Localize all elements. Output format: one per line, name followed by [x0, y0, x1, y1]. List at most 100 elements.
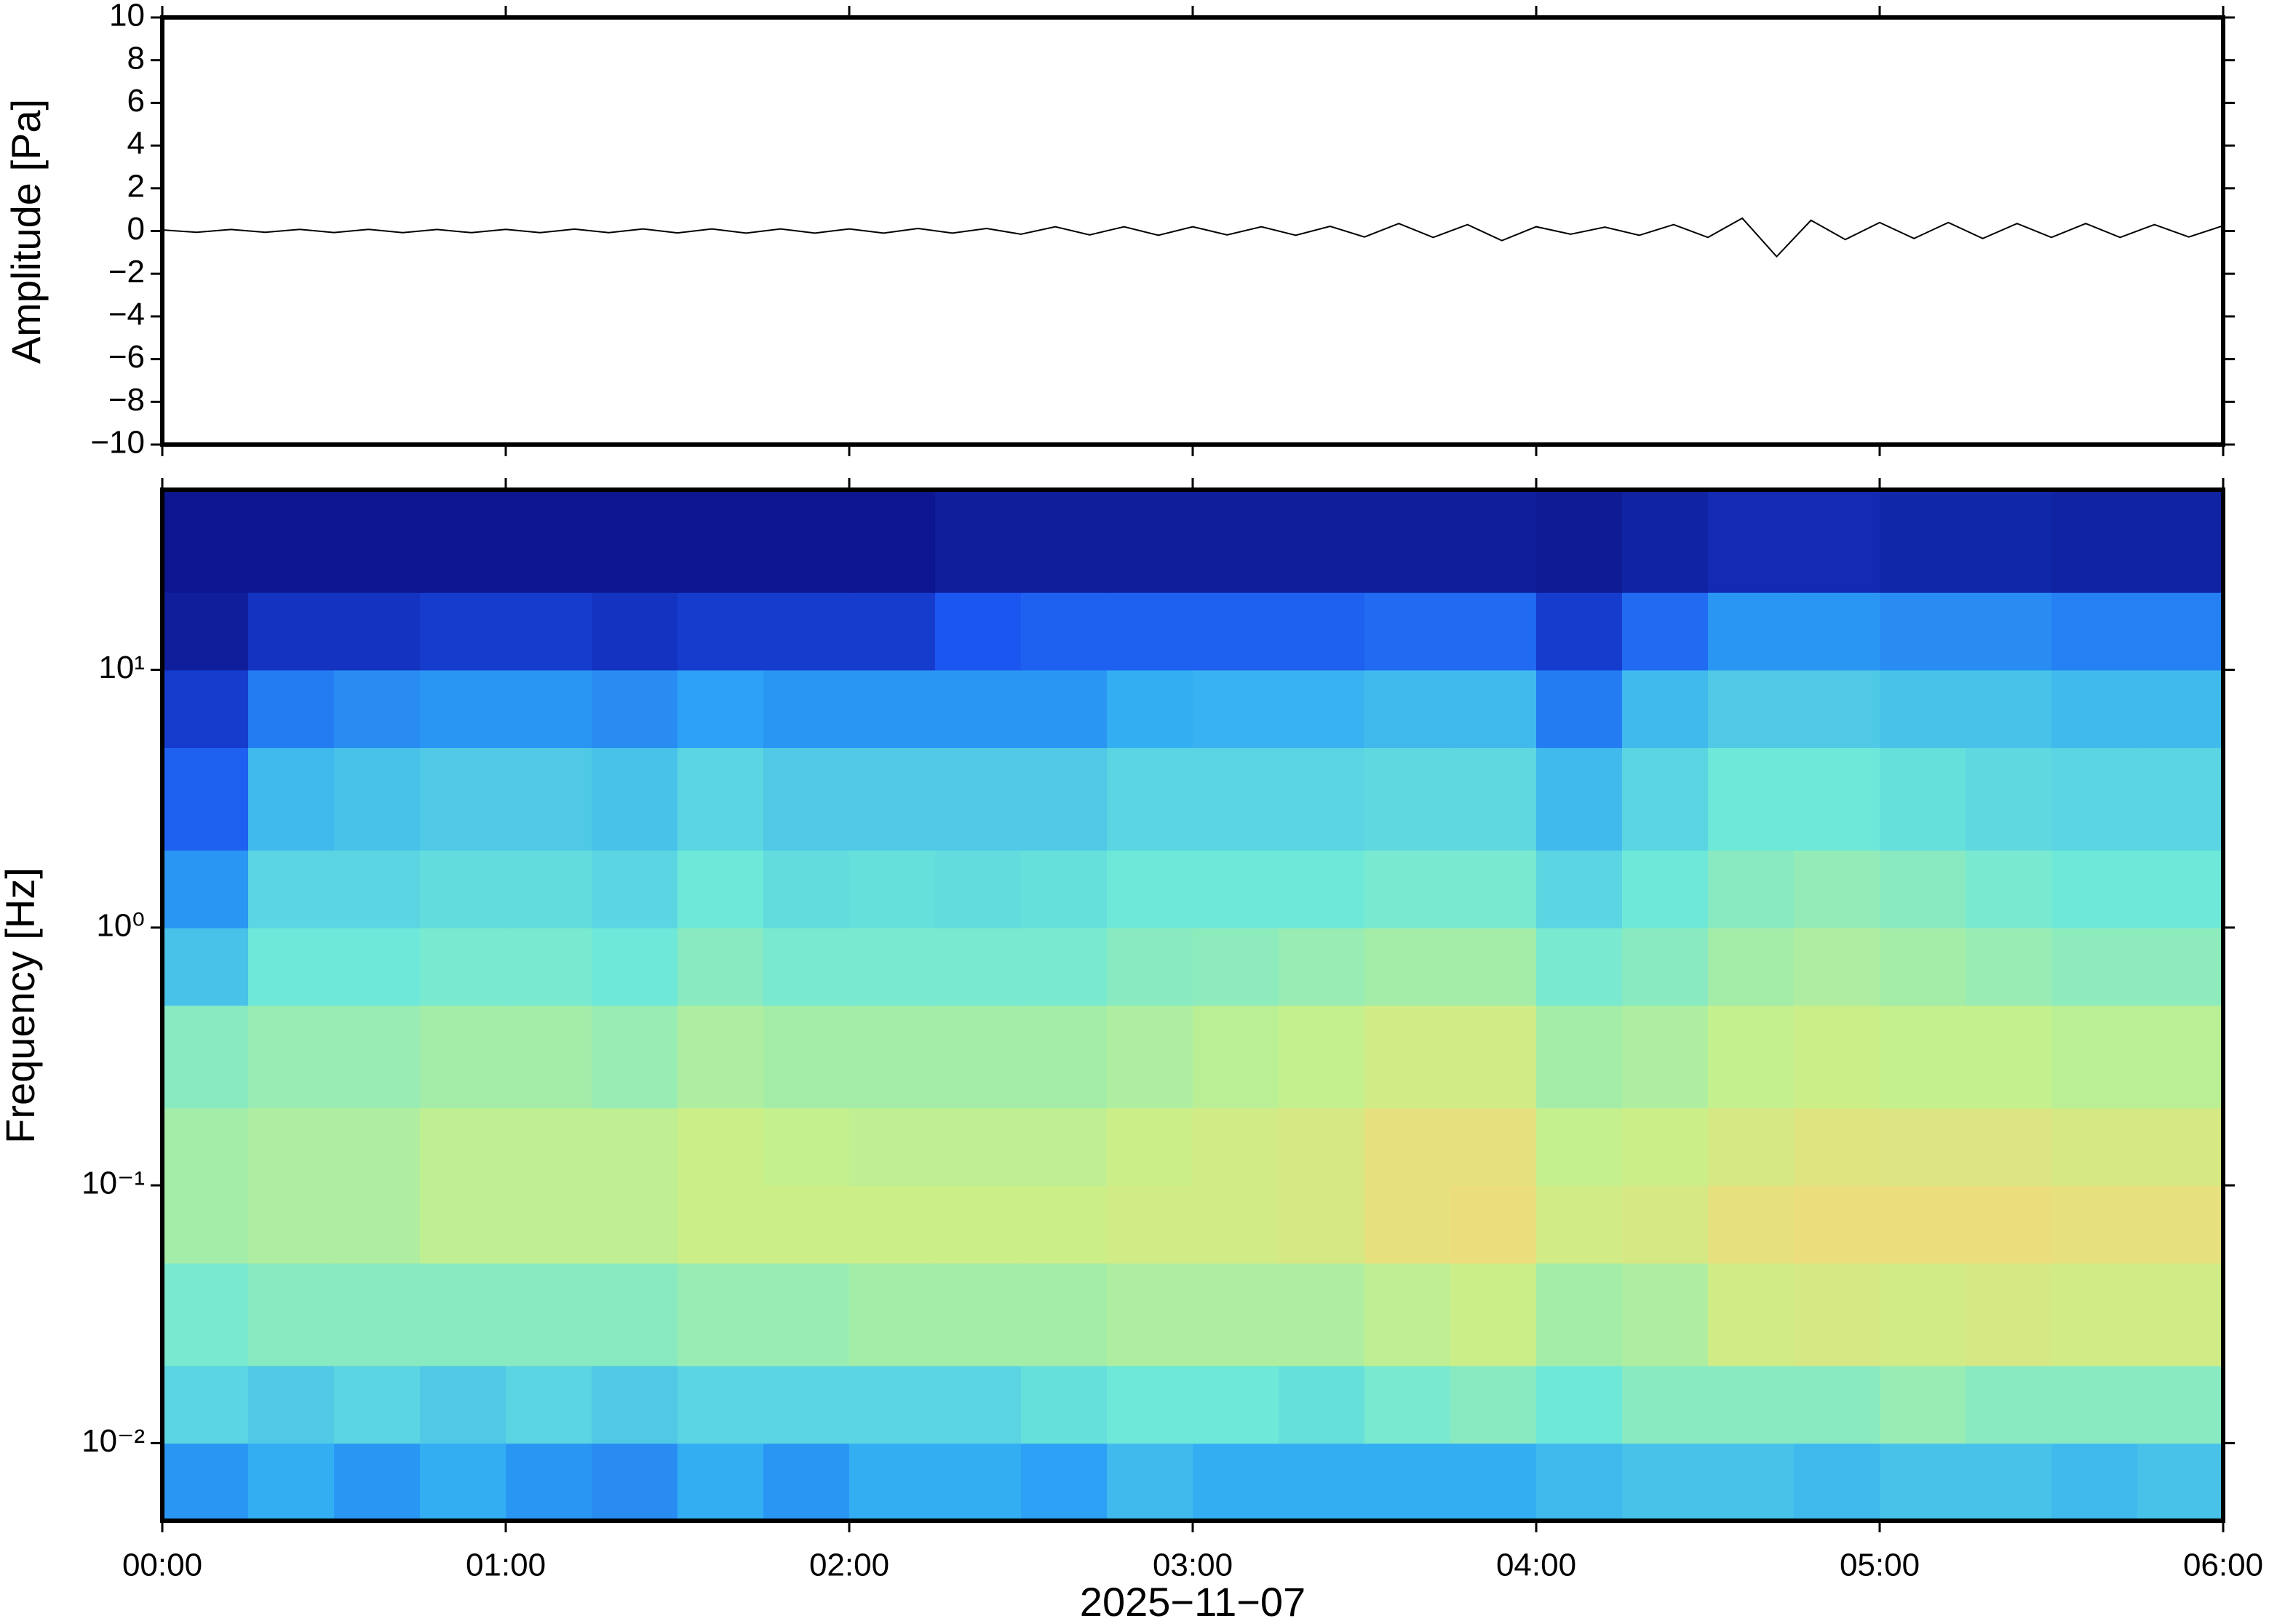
heat-cell: [1364, 592, 1451, 671]
heat-cell: [1708, 592, 1795, 671]
heat-cell: [1450, 490, 1537, 593]
heat-cell: [592, 1005, 678, 1109]
heat-cell: [2137, 592, 2224, 671]
heat-cell: [420, 747, 506, 851]
heat-cell: [677, 1005, 764, 1109]
heat-cell: [1880, 669, 1966, 749]
heat-cell: [1966, 490, 2052, 593]
heat-cell: [162, 1262, 249, 1366]
heat-cell: [420, 669, 506, 749]
heat-cell: [849, 1443, 936, 1521]
heat-cell: [1450, 1005, 1537, 1109]
heat-cell: [1021, 1185, 1108, 1264]
heat-cell: [162, 927, 249, 1006]
heat-cell: [334, 490, 421, 593]
heat-cell: [1794, 850, 1880, 928]
heat-cell: [2051, 669, 2138, 749]
heat-cell: [2051, 1365, 2138, 1444]
heat-cell: [1880, 747, 1966, 851]
heat-cell: [1536, 1005, 1623, 1109]
heat-cell: [2051, 1185, 2138, 1264]
heat-cell: [506, 490, 592, 593]
heat-cell: [1193, 592, 1279, 671]
heat-cell: [1880, 592, 1966, 671]
y-tick-label: 8: [127, 40, 145, 76]
y-tick-label: 10⁰: [96, 907, 145, 943]
heat-cell: [849, 927, 936, 1006]
heat-cell: [248, 927, 335, 1006]
heat-cell: [1279, 490, 1365, 593]
y-tick-label: 0: [127, 211, 145, 247]
heat-cell: [1622, 850, 1709, 928]
heat-cell: [849, 747, 936, 851]
heat-cell: [1536, 1185, 1623, 1264]
heat-cell: [420, 1107, 506, 1186]
y-tick-label: 4: [127, 126, 145, 162]
heat-cell: [1622, 1107, 1709, 1186]
heat-cell: [1708, 1185, 1795, 1264]
heat-cell: [1708, 850, 1795, 928]
heat-cell: [1450, 1443, 1537, 1521]
heat-cell: [506, 1443, 592, 1521]
heat-cell: [2051, 1005, 2138, 1109]
heat-cell: [849, 850, 936, 928]
heat-cell: [935, 747, 1022, 851]
heat-cell: [2051, 747, 2138, 851]
heat-cell: [1279, 1443, 1365, 1521]
y-tick-label: −8: [108, 382, 145, 418]
heat-cell: [2051, 490, 2138, 593]
heat-cell: [677, 1185, 764, 1264]
heat-cell: [1364, 747, 1451, 851]
heat-cell: [935, 1443, 1022, 1521]
heat-cell: [2051, 1443, 2138, 1521]
heat-cell: [420, 927, 506, 1006]
heat-cell: [1794, 1185, 1880, 1264]
heat-cell: [592, 490, 678, 593]
heat-cell: [2137, 1262, 2224, 1366]
waveform: [162, 217, 2224, 258]
heat-cell: [677, 1365, 764, 1444]
heat-cell: [1794, 669, 1880, 749]
heat-cell: [1364, 1107, 1451, 1186]
heat-cell: [334, 1365, 421, 1444]
heat-cell: [935, 669, 1022, 749]
heat-cell: [849, 1005, 936, 1109]
x-tick-label: 02:00: [809, 1548, 889, 1583]
heat-cell: [1708, 1365, 1795, 1444]
heat-cell: [1966, 1365, 2052, 1444]
heat-cell: [1880, 490, 1966, 593]
heat-cell: [162, 850, 249, 928]
heat-cell: [1622, 747, 1709, 851]
heat-cell: [334, 1185, 421, 1264]
heat-cell: [592, 592, 678, 671]
heat-cell: [1193, 1107, 1279, 1186]
heat-cell: [763, 1443, 850, 1521]
y-tick-label: 2: [127, 168, 145, 204]
heat-cell: [1880, 1443, 1966, 1521]
heat-cell: [162, 592, 249, 671]
heat-cell: [248, 747, 335, 851]
heat-cell: [1279, 592, 1365, 671]
heat-cell: [592, 1185, 678, 1264]
heat-cell: [334, 1262, 421, 1366]
heat-cell: [592, 850, 678, 928]
heat-cell: [1279, 1365, 1365, 1444]
heat-cell: [1708, 747, 1795, 851]
heat-cell: [1107, 850, 1193, 928]
heat-cell: [1193, 927, 1279, 1006]
heat-cell: [1966, 592, 2052, 671]
heat-cell: [1450, 1107, 1537, 1186]
heat-cell: [1966, 1005, 2052, 1109]
heat-cell: [162, 490, 249, 593]
y-axis-title: Amplitude [Pa]: [3, 99, 49, 364]
heat-cell: [677, 1107, 764, 1186]
heat-cell: [1107, 1365, 1193, 1444]
heat-cell: [935, 1262, 1022, 1366]
heat-cell: [677, 490, 764, 593]
heat-cell: [763, 490, 850, 593]
heat-cell: [334, 1005, 421, 1109]
heat-cell: [2051, 1107, 2138, 1186]
x-tick-label: 04:00: [1496, 1548, 1576, 1583]
heat-cell: [2137, 490, 2224, 593]
heat-cell: [1107, 669, 1193, 749]
